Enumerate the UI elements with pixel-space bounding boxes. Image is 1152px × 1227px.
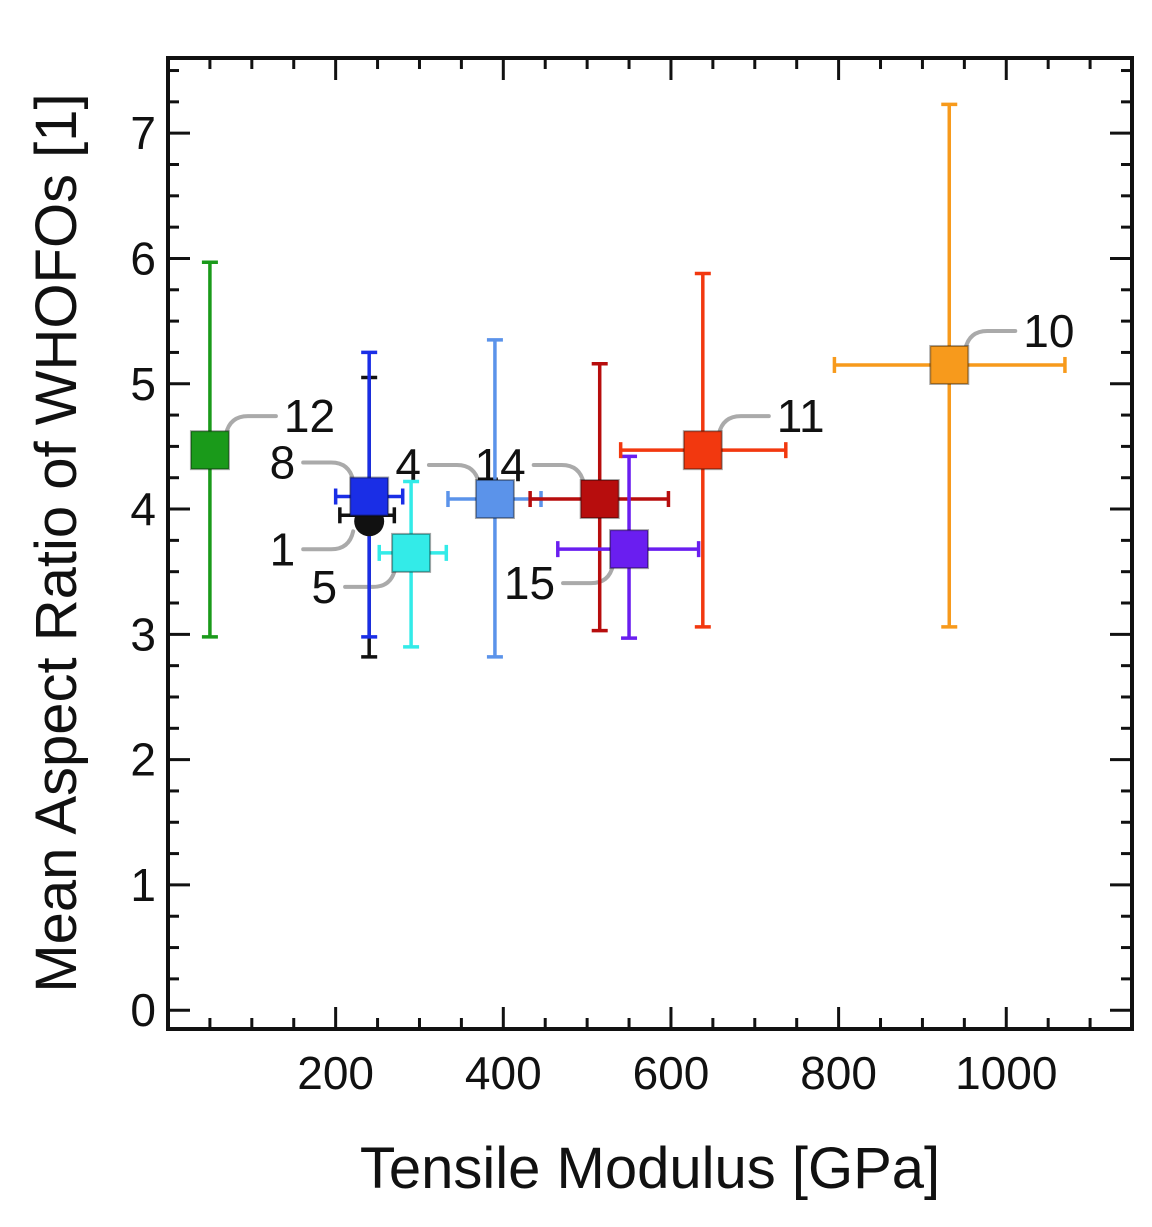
y-tick-label: 5 (130, 358, 156, 410)
label-leader-line (716, 414, 771, 437)
data-point-marker (609, 529, 650, 570)
label-leader-line (223, 414, 278, 437)
data-point-label: 15 (504, 557, 555, 609)
data-point-label: 5 (312, 561, 338, 613)
y-tick-label: 2 (130, 734, 156, 786)
data-point-marker (682, 430, 723, 471)
y-tick-label: 4 (130, 483, 156, 535)
label-leader-line (426, 463, 481, 486)
data-point-label: 11 (777, 390, 825, 442)
data-point-marker (474, 479, 515, 520)
data-point-label: 10 (1023, 305, 1074, 357)
label-leader-line (963, 328, 1018, 351)
label-leader-line (343, 566, 398, 589)
data-point-marker (189, 430, 230, 471)
data-point-marker (391, 532, 432, 573)
data-point-label: 1 (270, 523, 296, 575)
label-leader-line (531, 463, 586, 486)
data-point-marker (579, 479, 620, 520)
label-leader-line (301, 460, 356, 483)
y-tick-label: 1 (130, 859, 156, 911)
x-tick-label: 600 (633, 1047, 710, 1099)
plot-frame (166, 56, 1134, 1031)
y-tick-label: 7 (130, 107, 156, 159)
data-point-marker (349, 476, 390, 517)
data-point-label: 8 (270, 437, 296, 489)
x-axis-title: Tensile Modulus [GPa] (360, 1136, 940, 1201)
data-point-marker (929, 344, 970, 385)
y-tick-label: 0 (130, 984, 156, 1036)
data-point-label: 12 (284, 390, 335, 442)
label-leader-line (561, 563, 616, 586)
y-tick-label: 3 (130, 608, 156, 660)
x-tick-label: 1000 (955, 1047, 1057, 1099)
x-tick-label: 400 (465, 1047, 542, 1099)
x-tick-label: 200 (297, 1047, 374, 1099)
x-tick-label: 800 (800, 1047, 877, 1099)
label-leader-line (301, 529, 356, 552)
y-axis-title: Mean Aspect Ratio of WHOFOs [1] (24, 93, 89, 992)
y-tick-label: 6 (130, 232, 156, 284)
